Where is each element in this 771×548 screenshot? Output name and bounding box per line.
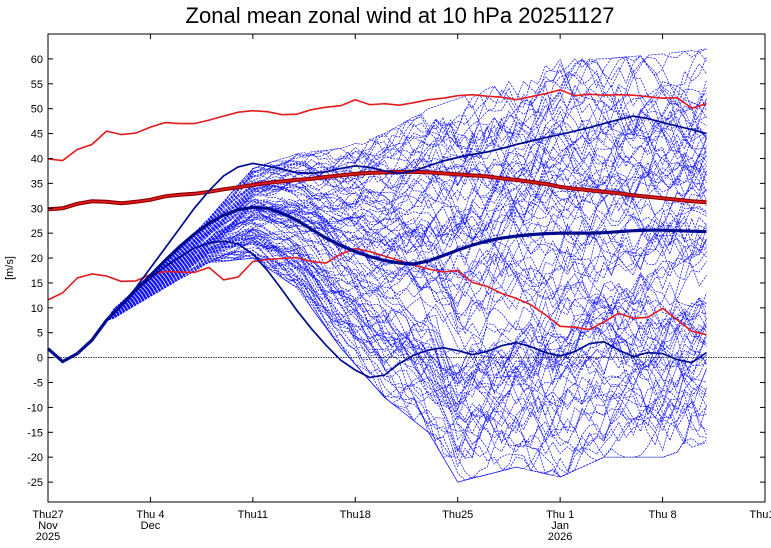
ensemble-member-line: [47, 234, 707, 428]
ensemble-member-line: [47, 205, 707, 363]
x-tick-label: Dec: [141, 520, 161, 532]
ensemble-member-line: [47, 240, 707, 386]
y-axis-label: [m/s]: [4, 256, 16, 280]
ensemble-member-line: [47, 152, 707, 363]
ensemble-member-line: [47, 255, 707, 459]
y-tick-label: 10: [31, 303, 43, 315]
ensemble-member-line: [47, 108, 707, 363]
y-tick-label: 60: [31, 54, 43, 66]
ensemble-member-line: [47, 215, 707, 377]
y-tick-label: -20: [27, 452, 43, 464]
ensemble-member-line: [47, 180, 707, 363]
ensemble-member-line: [47, 116, 707, 363]
ensemble-member-line: [47, 222, 707, 363]
y-tick-label: 50: [31, 104, 43, 116]
ensemble-member-line: [47, 244, 707, 453]
x-tick-label: Thu 4: [136, 509, 164, 521]
ensemble-member-line: [47, 254, 707, 479]
y-tick-label: 5: [37, 328, 43, 340]
ensemble-member-line: [47, 55, 707, 363]
y-tick-label: 20: [31, 253, 43, 265]
x-tick-label: Jan: [551, 520, 569, 532]
ensemble-member-line: [47, 237, 707, 395]
y-tick-label: 30: [31, 203, 43, 215]
y-axis: -25 -20 -15 -10 -5 0 5 10 15 20 25 30 35 40 45 50 55 60: [27, 54, 765, 489]
x-tick-label: Thu27: [32, 509, 63, 521]
x-tick-label: Thu18: [340, 509, 371, 521]
ensemble-member-line: [47, 227, 707, 393]
y-tick-label: 15: [31, 278, 43, 290]
ensemble-mean-line: [46, 205, 707, 364]
y-tick-label: -10: [27, 402, 43, 414]
y-tick-label: 40: [31, 153, 43, 165]
ensemble-member-line: [47, 98, 707, 363]
chart-title: Zonal mean zonal wind at 10 hPa 20251127: [186, 3, 615, 28]
y-tick-label: 25: [31, 228, 43, 240]
ensemble-member-line: [47, 228, 707, 387]
ensemble-member-line: [47, 87, 707, 363]
x-tick-label: Thu15: [749, 509, 771, 521]
ensemble-member-line: [47, 207, 707, 410]
ensemble-member-line: [47, 206, 707, 363]
ensemble-member-line: [47, 237, 707, 396]
ensemble-member-line: [47, 237, 707, 411]
x-tick-label: Thu 8: [649, 509, 677, 521]
y-tick-label: 45: [31, 129, 43, 141]
ensemble-highlight-line: [47, 240, 707, 379]
y-tick-label: -5: [33, 378, 43, 390]
ensemble-member-line: [47, 212, 707, 363]
ensemble-member-line: [47, 188, 707, 363]
climatology-mean-line-core: [47, 171, 707, 211]
chart-overlays: [46, 88, 765, 379]
ensemble-member-line: [47, 225, 707, 394]
x-tick-label: 2025: [36, 531, 60, 543]
ensemble-member-line: [47, 228, 707, 389]
ensemble-member-line: [47, 139, 707, 363]
plot-frame: [47, 33, 766, 503]
ensemble-member-line: [47, 206, 707, 363]
ensemble-member-line: [47, 50, 707, 363]
ensemble-member-line: [47, 249, 707, 428]
ensemble-member-line: [47, 96, 707, 363]
y-tick-label: 0: [37, 353, 43, 365]
ensemble-member-line: [47, 228, 707, 386]
y-tick-label: -25: [27, 477, 43, 489]
x-tick-label: Thu 1: [546, 509, 574, 521]
climatology-line: [47, 88, 707, 162]
ensemble-member-line: [47, 85, 707, 363]
y-tick-label: -15: [27, 427, 43, 439]
ensemble-member-line: [47, 110, 707, 363]
ensemble-member-line: [47, 257, 707, 478]
ensemble-highlight-line: [47, 115, 707, 363]
x-tick-label: 2026: [548, 531, 572, 543]
ensemble-member-line: [47, 237, 707, 419]
x-tick-label: Thu11: [238, 509, 268, 521]
y-tick-label: 35: [31, 178, 43, 190]
ensemble-members: [47, 48, 707, 483]
ensemble-member-line: [47, 250, 707, 478]
ensemble-member-line: [47, 239, 707, 417]
ensemble-member-line: [47, 199, 707, 363]
y-tick-label: 55: [31, 79, 43, 91]
x-tick-label: Thu25: [442, 509, 473, 521]
ensemble-member-line: [47, 254, 707, 476]
x-tick-label: Nov: [38, 520, 58, 532]
ensemble-member-line: [47, 78, 707, 363]
